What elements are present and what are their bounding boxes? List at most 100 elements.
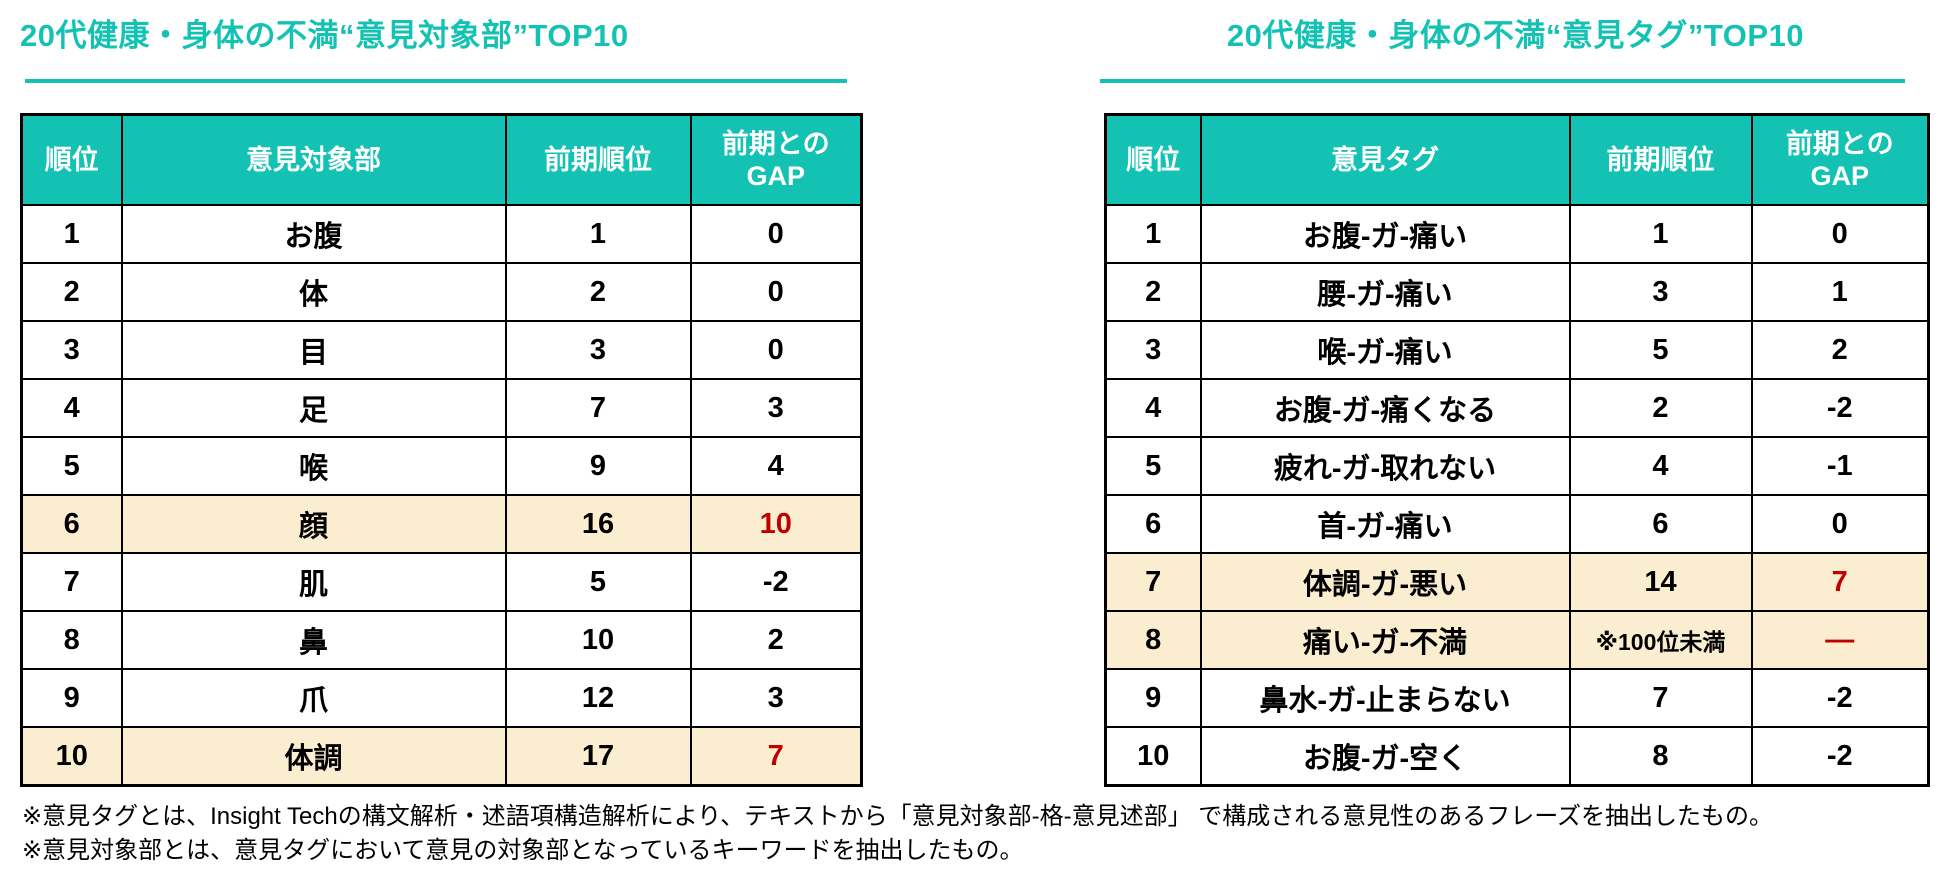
gap-cell: 10	[689, 494, 863, 554]
previous-rank-cell: 10	[504, 610, 692, 670]
previous-rank-cell: 5	[504, 552, 692, 612]
rank-cell: 6	[1104, 494, 1202, 554]
table-row: 9 爪 12 3	[20, 668, 863, 728]
gap-cell: -2	[689, 552, 863, 612]
gap-cell: 3	[689, 668, 863, 728]
gap-cell: 0	[1750, 204, 1930, 264]
item-cell: 痛い-ガ-不満	[1199, 610, 1571, 670]
item-cell: 体調	[120, 726, 507, 787]
item-cell: 腰-ガ-痛い	[1199, 262, 1571, 322]
gap-cell: 4	[689, 436, 863, 496]
header-row: 順位 意見タグ 前期順位 前期との GAP	[1104, 113, 1930, 206]
table-row: 2 腰-ガ-痛い 3 1	[1104, 262, 1930, 322]
right-table-title: 20代健康・身体の不満“意見タグ”TOP10	[1226, 18, 1805, 53]
rank-cell: 8	[20, 610, 123, 670]
rank-cell: 5	[1104, 436, 1202, 496]
rank-cell: 10	[20, 726, 123, 787]
table-row: 7 肌 5 -2	[20, 552, 863, 612]
item-cell: 足	[120, 378, 507, 438]
item-cell: 顔	[120, 494, 507, 554]
previous-rank-cell: 3	[504, 320, 692, 380]
item-cell: お腹	[120, 204, 507, 264]
rank-cell: 7	[1104, 552, 1202, 612]
gap-cell: 0	[689, 204, 863, 264]
previous-rank-cell: ※100位未満	[1568, 610, 1753, 670]
rank-cell: 3	[20, 320, 123, 380]
footnote-opinion-tag: ※意見タグとは、Insight Techの構文解析・述語項構造解析により、テキス…	[22, 803, 1774, 830]
table-row: 7 体調-ガ-悪い 14 7	[1104, 552, 1930, 612]
table-row: 8 痛い-ガ-不満 ※100位未満 —	[1104, 610, 1930, 670]
gap-cell: 3	[689, 378, 863, 438]
gap-cell: 0	[1750, 494, 1930, 554]
previous-rank-cell: 2	[1568, 378, 1753, 438]
previous-rank-header: 前期順位	[1568, 113, 1753, 206]
rank-header: 順位	[20, 113, 123, 206]
gap-cell: 2	[1750, 320, 1930, 380]
rank-cell: 6	[20, 494, 123, 554]
gap-cell: 0	[689, 262, 863, 322]
gap-cell: 2	[689, 610, 863, 670]
table-row: 4 お腹-ガ-痛くなる 2 -2	[1104, 378, 1930, 438]
previous-rank-header: 前期順位	[504, 113, 692, 206]
table-row: 1 お腹 1 0	[20, 204, 863, 264]
footnotes: ※意見タグとは、Insight Techの構文解析・述語項構造解析により、テキス…	[22, 800, 1932, 868]
previous-rank-cell: 7	[504, 378, 692, 438]
item-cell: お腹-ガ-空く	[1199, 726, 1571, 787]
rank-cell: 9	[1104, 668, 1202, 728]
previous-rank-cell: 5	[1568, 320, 1753, 380]
gap-cell: -2	[1750, 668, 1930, 728]
rank-cell: 10	[1104, 726, 1202, 787]
item-cell: お腹-ガ-痛い	[1199, 204, 1571, 264]
rank-cell: 3	[1104, 320, 1202, 380]
opinion-tag-header: 意見タグ	[1199, 113, 1571, 206]
gap-cell: -2	[1750, 378, 1930, 438]
gap-cell: -2	[1750, 726, 1930, 787]
gap-cell: 7	[1750, 552, 1930, 612]
gap-cell: 7	[689, 726, 863, 787]
opinion-tag-top10-table: 順位 意見タグ 前期順位 前期との GAP 1 お腹-ガ-痛い 1 0 2 腰-…	[1104, 113, 1930, 787]
item-cell: 肌	[120, 552, 507, 612]
previous-rank-cell: 2	[504, 262, 692, 322]
rank-cell: 8	[1104, 610, 1202, 670]
table-row: 9 鼻水-ガ-止まらない 7 -2	[1104, 668, 1930, 728]
item-cell: 爪	[120, 668, 507, 728]
opinion-target-part-top10-table: 順位 意見対象部 前期順位 前期との GAP 1 お腹 1 0 2 体 2 0 …	[20, 113, 863, 787]
table-row: 3 目 3 0	[20, 320, 863, 380]
rank-cell: 2	[20, 262, 123, 322]
left-table-title: 20代健康・身体の不満“意見対象部”TOP10	[20, 18, 629, 53]
gap-cell: 1	[1750, 262, 1930, 322]
item-cell: お腹-ガ-痛くなる	[1199, 378, 1571, 438]
gap-cell: —	[1750, 610, 1930, 670]
table-row: 5 疲れ-ガ-取れない 4 -1	[1104, 436, 1930, 496]
table-row: 8 鼻 10 2	[20, 610, 863, 670]
table-row: 2 体 2 0	[20, 262, 863, 322]
opinion-target-part-header: 意見対象部	[120, 113, 507, 206]
table-row: 4 足 7 3	[20, 378, 863, 438]
previous-rank-cell: 9	[504, 436, 692, 496]
rank-cell: 5	[20, 436, 123, 496]
previous-rank-cell: 14	[1568, 552, 1753, 612]
rank-cell: 1	[1104, 204, 1202, 264]
item-cell: 喉	[120, 436, 507, 496]
table-row: 10 お腹-ガ-空く 8 -2	[1104, 726, 1930, 787]
rank-header: 順位	[1104, 113, 1202, 206]
item-cell: 目	[120, 320, 507, 380]
table-row: 6 首-ガ-痛い 6 0	[1104, 494, 1930, 554]
item-cell: 喉-ガ-痛い	[1199, 320, 1571, 380]
gap-header: 前期との GAP	[1750, 113, 1930, 206]
right-title-underline	[1100, 79, 1905, 83]
item-cell: 体	[120, 262, 507, 322]
previous-rank-cell: 7	[1568, 668, 1753, 728]
item-cell: 体調-ガ-悪い	[1199, 552, 1571, 612]
gap-header: 前期との GAP	[689, 113, 863, 206]
previous-rank-cell: 17	[504, 726, 692, 787]
item-cell: 鼻水-ガ-止まらない	[1199, 668, 1571, 728]
previous-rank-cell: 12	[504, 668, 692, 728]
item-cell: 首-ガ-痛い	[1199, 494, 1571, 554]
previous-rank-cell: 16	[504, 494, 692, 554]
previous-rank-cell: 1	[504, 204, 692, 264]
left-title-underline	[25, 79, 847, 83]
previous-rank-cell: 8	[1568, 726, 1753, 787]
rank-cell: 9	[20, 668, 123, 728]
previous-rank-cell: 4	[1568, 436, 1753, 496]
